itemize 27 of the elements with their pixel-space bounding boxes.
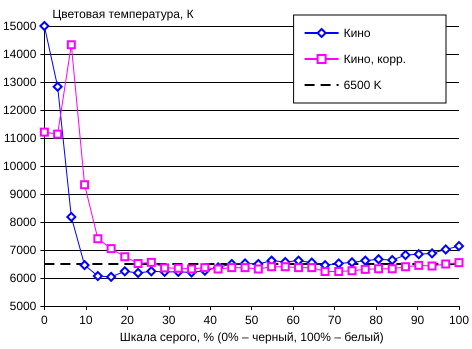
x-tick-label: 50 [245, 313, 259, 327]
y-axis-title: Цветовая температура, К [52, 7, 194, 21]
y-tick-label: 5000 [10, 299, 37, 313]
y-tick-label: 9000 [10, 187, 37, 201]
x-tick-label: 80 [369, 313, 384, 327]
legend-label: Кино [344, 26, 371, 40]
x-tick-label: 60 [286, 313, 300, 327]
y-tick-label: 6000 [10, 271, 37, 285]
x-tick-label: 40 [204, 313, 218, 327]
x-tick-label: 70 [328, 313, 342, 327]
legend-label: 6500 K [344, 78, 382, 92]
y-tick-label: 10000 [2, 159, 37, 173]
y-tick-label: 15000 [2, 19, 37, 33]
y-tick-label: 14000 [2, 47, 37, 61]
x-tick-label: 10 [79, 313, 93, 327]
x-tick-label: 20 [120, 313, 134, 327]
x-axis-title: Шкала серого, % (0% – черный, 100% – белый) [120, 330, 384, 344]
x-tick-label: 0 [41, 313, 48, 327]
x-tick-label: 100 [448, 313, 470, 327]
x-tick-label: 30 [162, 313, 176, 327]
y-tick-label: 8000 [10, 215, 37, 229]
y-tick-label: 11000 [4, 131, 37, 145]
legend-label: Кино, корр. [344, 52, 406, 66]
y-tick-label: 12000 [2, 103, 37, 117]
x-tick-label: 90 [410, 313, 425, 327]
y-tick-label: 7000 [10, 243, 37, 257]
y-tick-label: 13000 [2, 75, 37, 89]
